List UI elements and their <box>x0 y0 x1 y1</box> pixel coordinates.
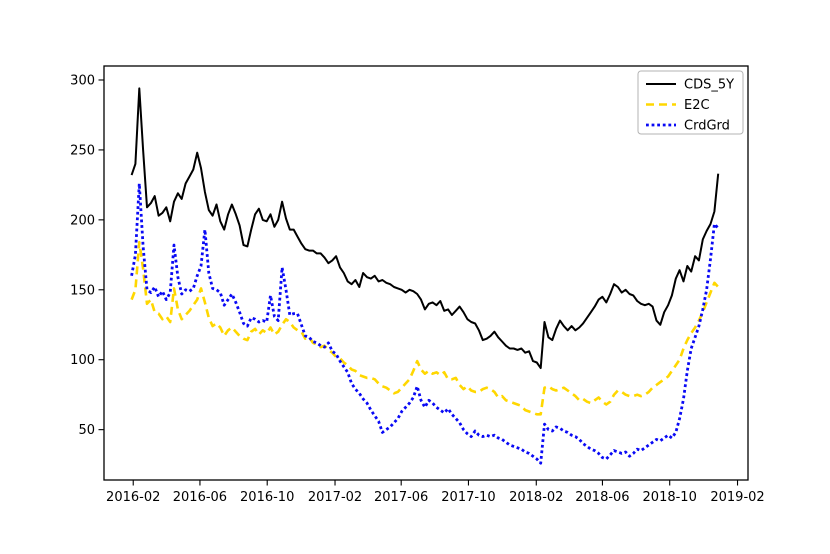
y-tick-label: 50 <box>78 423 95 438</box>
y-axis: 50 100 150 200 250 300 <box>70 73 104 438</box>
y-tick-label: 100 <box>70 353 95 368</box>
axes-frame <box>103 65 749 481</box>
x-axis: 2016-02 2016-06 2016-10 2017-02 2017-06 2017-… <box>106 480 765 505</box>
y-tick-label: 200 <box>70 213 95 228</box>
x-tick-label: 2018-10 <box>643 490 697 505</box>
x-tick-label: 2019-02 <box>710 490 764 505</box>
series-line-cds_5y <box>130 87 720 370</box>
legend-frame <box>637 70 744 135</box>
x-tick-label: 2018-06 <box>575 490 629 505</box>
y-tick-label: 150 <box>70 283 95 298</box>
series-line-crdgrd <box>130 182 720 465</box>
x-tick-label: 2016-06 <box>173 490 227 505</box>
legend-label-crdgrd: CrdGrd <box>684 119 730 134</box>
legend-label-e2c: E2C <box>684 98 710 113</box>
x-tick-label: 2016-10 <box>240 490 294 505</box>
legend: CDS_5Y E2C CrdGrd <box>637 70 744 135</box>
y-tick-label: 300 <box>70 73 95 88</box>
series-line-e2c <box>130 240 720 416</box>
x-tick-label: 2016-02 <box>106 490 160 505</box>
legend-label-cds_5y: CDS_5Y <box>684 78 734 93</box>
x-tick-label: 2017-10 <box>441 490 495 505</box>
x-tick-label: 2018-02 <box>509 490 563 505</box>
x-tick-label: 2017-02 <box>308 490 362 505</box>
x-tick-label: 2017-06 <box>374 490 428 505</box>
y-tick-label: 250 <box>70 143 95 158</box>
